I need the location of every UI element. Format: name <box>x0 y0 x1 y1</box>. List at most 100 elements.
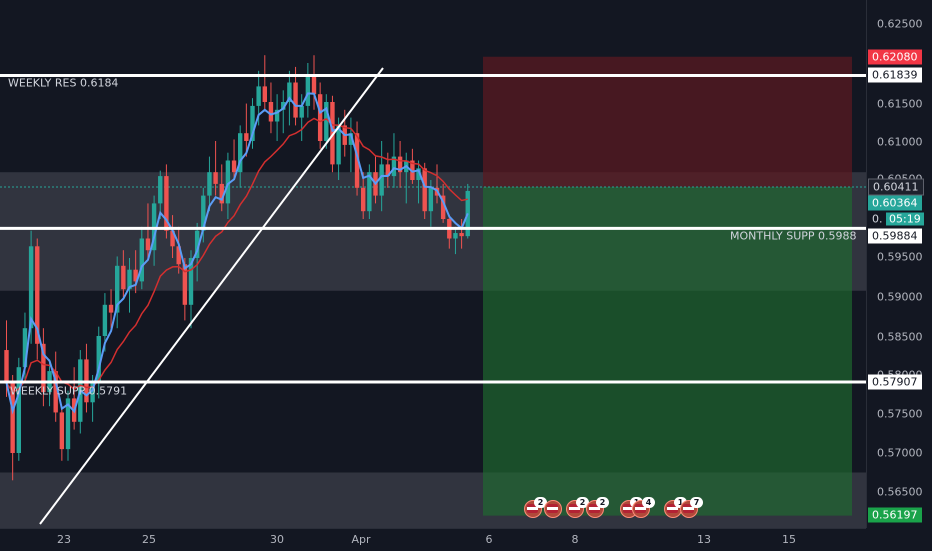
chart-plot-area[interactable]: WEEKLY RES 0.6184 MONTHLY SUPP 0.5988 WE… <box>0 0 866 528</box>
candle-body <box>188 258 194 305</box>
candle-body <box>274 109 280 122</box>
stop-price-tag: 0.62080 <box>868 49 922 65</box>
candle-body <box>416 168 421 180</box>
flag-icon <box>589 504 600 513</box>
price-tick: 0.57500 <box>877 407 923 421</box>
time-tick: 8 <box>571 533 579 546</box>
take-profit-zone <box>483 186 852 516</box>
candle-body <box>59 412 65 450</box>
candle-body <box>397 156 403 173</box>
candle-body <box>299 105 304 118</box>
time-tick: 30 <box>270 533 284 546</box>
trendline <box>39 67 384 525</box>
candle-body <box>158 176 163 204</box>
candle-body <box>428 187 434 212</box>
candle-body <box>90 382 95 403</box>
fast-moving-average-line <box>5 92 469 415</box>
price-tick: 0.57000 <box>877 446 923 460</box>
target-price-tag: 0.56197 <box>868 507 922 523</box>
price-chart[interactable] <box>0 0 866 528</box>
monthly-supp-price-tag: 0.59884 <box>868 228 922 244</box>
event-count-badge: 1 <box>674 497 687 508</box>
weekly-res-price-tag: 0.61839 <box>868 67 922 83</box>
flag-icon <box>683 504 694 513</box>
candle-body <box>170 230 175 247</box>
candle-body <box>410 160 415 180</box>
candle-body <box>201 195 206 231</box>
candle-body <box>268 102 274 122</box>
price-tick: 0.61000 <box>877 135 923 149</box>
candle-body <box>53 371 58 413</box>
candle-body <box>182 264 188 305</box>
weekly-supp-label: WEEKLY SUPP 0.5791 <box>10 384 128 398</box>
candle-body <box>262 86 267 102</box>
flag-icon <box>569 504 580 513</box>
au-flag-icon[interactable]: 2 <box>524 497 547 518</box>
candle-body <box>96 336 101 383</box>
candle-body <box>194 230 200 258</box>
candle-body <box>244 133 249 141</box>
candle-body <box>238 133 243 173</box>
candle-body <box>176 246 181 265</box>
candle-body <box>219 183 224 204</box>
countdown-timer: 05:19 <box>886 212 924 226</box>
candle-body <box>293 82 298 118</box>
candle-body <box>115 265 120 313</box>
candle-body <box>354 133 360 188</box>
candle-body <box>139 238 144 282</box>
flag-icon <box>667 504 678 513</box>
entry-price-tag: 0.60411 <box>868 178 924 196</box>
candle-body <box>133 269 138 282</box>
candle-body <box>164 176 169 231</box>
weekly-res-label: WEEKLY RES 0.6184 <box>8 76 119 90</box>
time-axis[interactable]: 23 25 30 Apr 6 8 13 15 <box>0 528 866 551</box>
time-tick: 25 <box>142 533 156 546</box>
candle-body <box>231 160 237 173</box>
candle-countdown: 0. 05:19 <box>868 211 928 227</box>
candle-body <box>4 350 9 383</box>
price-tick: 0.59500 <box>877 250 923 264</box>
event-count-badge: 2 <box>596 497 609 508</box>
us-flag-icon[interactable]: 2 <box>586 497 609 518</box>
candle-body <box>250 105 255 141</box>
price-tick: 0.59000 <box>877 290 923 304</box>
candle-body <box>287 82 292 102</box>
candle-body <box>379 164 384 196</box>
event-count-badge: 4 <box>642 497 655 508</box>
candle-body <box>65 398 71 450</box>
time-tick: 15 <box>782 533 796 546</box>
flag-icon <box>623 504 634 513</box>
event-count-badge: 2 <box>576 497 589 508</box>
candle-body <box>16 367 21 453</box>
candle-body <box>459 233 464 237</box>
event-count-badge: 7 <box>690 497 703 508</box>
candle-body <box>10 382 15 453</box>
us-flag-icon[interactable]: 7 <box>680 497 703 518</box>
countdown-prefix: 0. <box>872 212 883 226</box>
candle-body <box>256 86 261 106</box>
candle-body <box>391 156 397 177</box>
monthly-supp-label: MONTHLY SUPP 0.5988 <box>730 229 857 243</box>
us-flag-icon[interactable]: 4 <box>632 497 655 518</box>
price-axis[interactable]: 0.62500 0.61500 0.61000 0.60500 0.59500 … <box>866 0 932 528</box>
price-tick: 0.61500 <box>877 97 923 111</box>
candle-body <box>361 187 366 212</box>
candle-body <box>213 172 218 184</box>
candle-body <box>336 125 341 165</box>
us-flag-icon[interactable] <box>544 500 562 518</box>
candle-body <box>305 74 311 106</box>
flag-icon <box>527 504 538 513</box>
candle-body <box>41 343 46 393</box>
candle-body <box>348 133 354 145</box>
price-tick: 0.62500 <box>877 17 923 31</box>
candle-body <box>151 203 157 251</box>
candle-body <box>108 304 114 313</box>
time-tick: 13 <box>697 533 711 546</box>
price-tick: 0.56500 <box>877 485 923 499</box>
flag-icon <box>635 504 646 513</box>
candle-body <box>367 172 372 212</box>
candle-body <box>225 160 231 204</box>
us-flag-icon[interactable]: 1 <box>664 497 687 518</box>
au-flag-icon[interactable]: 2 <box>566 497 589 518</box>
